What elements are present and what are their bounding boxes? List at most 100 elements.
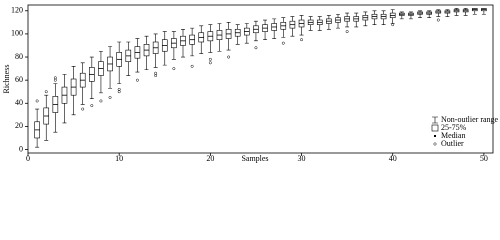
upper-whisker xyxy=(317,16,322,21)
y-tick-label: 100 xyxy=(11,29,23,38)
upper-whisker xyxy=(190,27,195,36)
upper-whisker xyxy=(108,46,113,58)
upper-whisker xyxy=(290,16,295,22)
legend-symbol xyxy=(434,135,436,137)
outlier xyxy=(154,71,158,75)
y-tick-label: 0 xyxy=(19,144,23,153)
upper-whisker xyxy=(162,31,167,40)
upper-whisker xyxy=(281,17,286,23)
lower-whisker xyxy=(208,40,213,53)
lower-whisker xyxy=(181,45,185,58)
x-tick-label: 50 xyxy=(480,154,488,163)
lower-whisker xyxy=(35,137,40,148)
lower-whisker xyxy=(89,81,94,99)
outlier xyxy=(345,30,349,34)
x-tick-label: 0 xyxy=(26,154,30,163)
y-tick-label: 80 xyxy=(15,52,23,61)
upper-whisker xyxy=(381,10,386,15)
upper-whisker xyxy=(135,38,140,47)
outlier xyxy=(208,57,212,61)
outlier xyxy=(391,23,395,27)
lower-whisker xyxy=(162,51,167,66)
upper-whisker xyxy=(244,23,249,29)
outlier xyxy=(99,99,103,103)
lower-whisker xyxy=(390,17,395,24)
upper-whisker xyxy=(44,94,49,108)
y-axis-label: Richness xyxy=(2,65,11,94)
lower-whisker xyxy=(399,15,404,20)
lower-whisker xyxy=(454,11,459,16)
lower-whisker xyxy=(98,75,103,94)
upper-whisker xyxy=(263,19,268,25)
lower-whisker xyxy=(317,24,322,31)
legend-symbol xyxy=(431,124,439,132)
lower-whisker xyxy=(117,66,122,84)
lower-whisker xyxy=(190,44,195,57)
upper-whisker xyxy=(153,33,158,42)
upper-whisker xyxy=(217,23,222,31)
outlier xyxy=(108,96,112,99)
lower-whisker xyxy=(199,42,204,54)
upper-whisker xyxy=(35,108,40,122)
legend-label: Median xyxy=(441,131,465,140)
lower-whisker xyxy=(290,28,295,37)
upper-whisker xyxy=(326,15,331,19)
upper-whisker xyxy=(89,56,94,68)
legend-label: Outlier xyxy=(441,139,464,148)
upper-whisker xyxy=(253,20,258,26)
lower-whisker xyxy=(153,53,158,68)
legend-label: Non-outlier range xyxy=(441,115,499,124)
outlier xyxy=(254,46,258,50)
lower-whisker xyxy=(126,61,131,76)
x-tick-label: 10 xyxy=(115,154,123,163)
lower-whisker xyxy=(408,15,413,20)
x-tick-label: 20 xyxy=(206,154,214,163)
upper-whisker xyxy=(62,74,67,88)
outlier xyxy=(172,67,176,71)
upper-whisker xyxy=(299,15,304,21)
lower-whisker xyxy=(345,21,350,28)
lower-whisker xyxy=(62,103,67,124)
outlier xyxy=(53,78,57,82)
y-tick-label: 120 xyxy=(11,6,23,15)
lower-whisker xyxy=(372,18,377,25)
outlier xyxy=(35,99,39,103)
lower-whisker xyxy=(144,55,149,71)
outlier xyxy=(135,78,139,82)
lower-whisker xyxy=(253,32,258,42)
outlier xyxy=(90,104,94,108)
lower-whisker xyxy=(244,35,249,44)
lower-whisker xyxy=(336,22,340,29)
upper-whisker xyxy=(80,62,85,74)
upper-whisker xyxy=(53,83,58,97)
lower-whisker xyxy=(445,13,450,17)
upper-whisker xyxy=(354,12,359,17)
x-tick-label: 40 xyxy=(389,154,397,163)
outlier xyxy=(44,90,48,94)
lower-whisker xyxy=(135,58,140,73)
outlier xyxy=(53,76,57,80)
upper-whisker xyxy=(226,22,231,30)
lower-whisker xyxy=(463,11,468,16)
lower-whisker xyxy=(381,18,386,25)
outlier xyxy=(300,38,303,42)
upper-whisker xyxy=(144,35,149,45)
upper-whisker xyxy=(308,16,313,21)
upper-whisker xyxy=(199,25,204,33)
upper-whisker xyxy=(98,50,103,62)
lower-whisker xyxy=(217,39,222,52)
y-tick-label: 60 xyxy=(15,75,23,84)
outlier xyxy=(281,41,285,45)
legend-symbol xyxy=(433,142,437,146)
lower-whisker xyxy=(108,70,113,89)
outlier xyxy=(227,55,231,59)
upper-whisker xyxy=(336,13,340,18)
lower-whisker xyxy=(427,14,432,19)
lower-whisker xyxy=(226,38,231,51)
lower-whisker xyxy=(53,112,58,133)
lower-whisker xyxy=(436,13,441,17)
lower-whisker xyxy=(472,10,477,15)
x-axis-label: Samples xyxy=(241,154,268,163)
upper-whisker xyxy=(363,11,368,16)
upper-whisker xyxy=(208,24,213,32)
